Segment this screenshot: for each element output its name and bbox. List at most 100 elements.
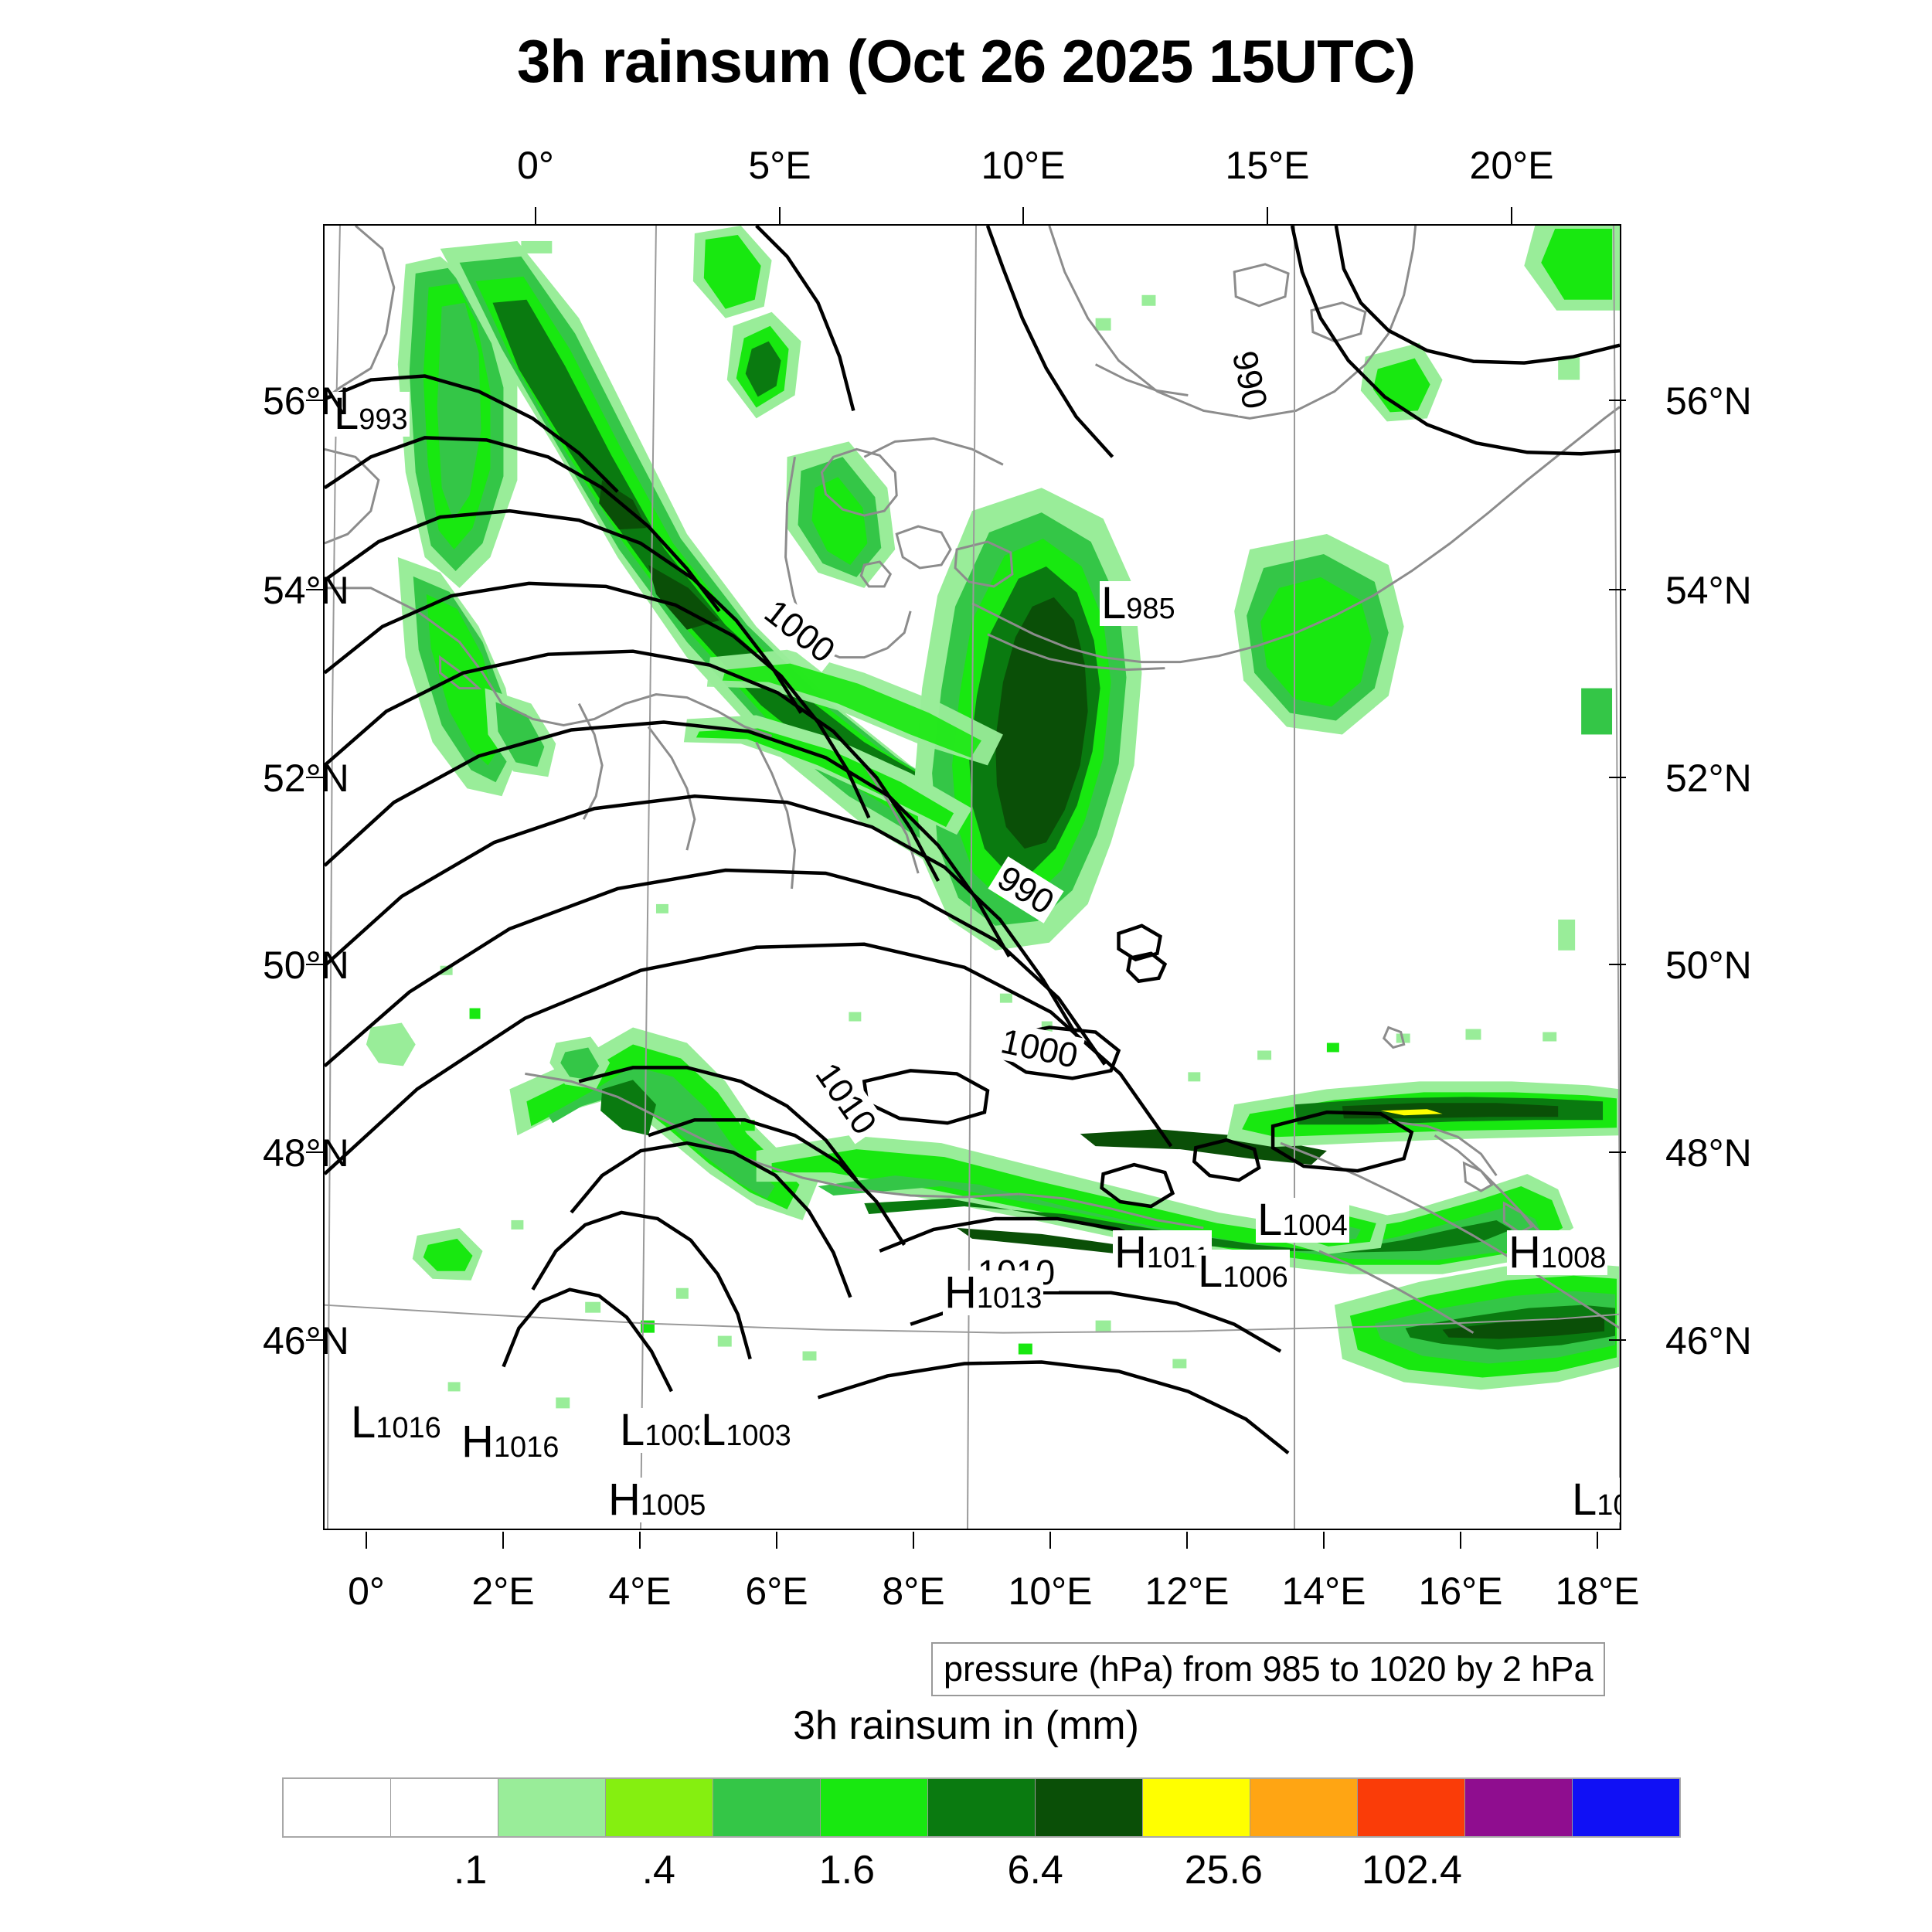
- high-value: 1008: [1540, 1242, 1607, 1274]
- colorbar-label-2: 1.6: [818, 1848, 876, 1893]
- pressure-center-low-1004: L1004: [1256, 1198, 1349, 1243]
- top-tick-1: [779, 207, 781, 224]
- top-tick-0: [535, 207, 536, 224]
- low-marker: L: [1572, 1475, 1597, 1525]
- top-axis-label-1: 5°E: [748, 144, 811, 187]
- colorbar-label-1: .4: [641, 1848, 675, 1893]
- top-axis-label-3: 15°E: [1225, 144, 1310, 187]
- low-marker: L: [1101, 578, 1127, 628]
- colorbar-cell-12[interactable]: [1573, 1779, 1679, 1836]
- colorbar[interactable]: [282, 1777, 1681, 1838]
- pressure-center-low-985: L985: [1100, 581, 1177, 626]
- isobar-layer: [325, 226, 1620, 1454]
- bottom-tick-0: [366, 1532, 367, 1549]
- left-tick-5: [306, 1339, 323, 1341]
- right-tick-4: [1609, 1151, 1626, 1153]
- high-marker: H: [461, 1417, 494, 1467]
- colorbar-cell-10[interactable]: [1358, 1779, 1465, 1836]
- top-tick-2: [1022, 207, 1024, 224]
- high-value: 1013: [976, 1282, 1043, 1315]
- bottom-tick-1: [502, 1532, 504, 1549]
- low-marker: L: [1198, 1247, 1223, 1297]
- map-plot-area[interactable]: 1000 990 990 1000 1010 1010 L993 L985 L1…: [323, 224, 1621, 1530]
- pressure-legend-box: pressure (hPa) from 985 to 1020 by 2 hPa: [931, 1642, 1606, 1696]
- top-axis-label-0: 0°: [517, 144, 554, 187]
- right-axis-label-5: 46°N: [1665, 1319, 1752, 1362]
- bottom-axis-label-5: 10°E: [1008, 1570, 1093, 1613]
- colorbar-title: 3h rainsum in (mm): [793, 1703, 1139, 1748]
- colorbar-cell-5[interactable]: [821, 1779, 928, 1836]
- bottom-axis-label-8: 16°E: [1418, 1570, 1503, 1613]
- bottom-tick-7: [1323, 1532, 1325, 1549]
- right-axis-label-2: 52°N: [1665, 757, 1752, 800]
- bottom-axis-label-1: 2°E: [471, 1570, 535, 1613]
- colorbar-cell-6[interactable]: [928, 1779, 1036, 1836]
- bottom-axis-label-2: 4°E: [608, 1570, 672, 1613]
- right-axis-label-1: 54°N: [1665, 569, 1752, 612]
- high-marker: H: [608, 1475, 641, 1525]
- bottom-axis-label-0: 0°: [348, 1570, 385, 1613]
- colorbar-label-0: .1: [453, 1848, 488, 1893]
- right-axis-label-3: 50°N: [1665, 944, 1752, 987]
- high-marker: H: [1509, 1227, 1541, 1277]
- low-marker: L: [351, 1397, 376, 1447]
- page-title: 3h rainsum (Oct 26 2025 15UTC): [516, 27, 1416, 95]
- pressure-center-high-1008: H1008: [1507, 1227, 1608, 1277]
- pressure-center-high-1016: H1016: [460, 1417, 561, 1467]
- low-value: 100: [1597, 1489, 1620, 1522]
- colorbar-cell-4[interactable]: [713, 1779, 821, 1836]
- colorbar-cell-3[interactable]: [606, 1779, 713, 1836]
- bottom-axis-label-7: 14°E: [1281, 1570, 1366, 1613]
- bottom-axis-label-9: 18°E: [1555, 1570, 1640, 1613]
- pressure-center-low-993: L993: [332, 392, 410, 437]
- colorbar-cell-7[interactable]: [1036, 1779, 1143, 1836]
- bottom-axis-label-3: 6°E: [745, 1570, 808, 1613]
- pressure-center-low-1003-a: L1003: [618, 1408, 712, 1453]
- colorbar-cell-11[interactable]: [1465, 1779, 1573, 1836]
- precipitation-field: [366, 226, 1620, 1424]
- left-tick-2: [306, 777, 323, 778]
- bottom-axis-label-4: 8°E: [882, 1570, 945, 1613]
- low-marker: L: [701, 1405, 726, 1455]
- high-value: 1005: [640, 1489, 706, 1522]
- colorbar-cell-9[interactable]: [1250, 1779, 1358, 1836]
- low-value: 985: [1126, 593, 1175, 625]
- pressure-center-high-1013: H1013: [943, 1270, 1044, 1315]
- left-tick-0: [306, 400, 323, 401]
- right-tick-2: [1609, 777, 1626, 778]
- low-value: 1016: [376, 1412, 441, 1444]
- top-axis-label-2: 10°E: [981, 144, 1066, 187]
- colorbar-label-3: 6.4: [1007, 1848, 1063, 1893]
- top-tick-4: [1511, 207, 1512, 224]
- left-tick-4: [306, 1151, 323, 1153]
- colorbar-label-5: 102.4: [1361, 1848, 1462, 1893]
- low-value: 1004: [1282, 1209, 1348, 1242]
- bottom-tick-8: [1460, 1532, 1461, 1549]
- low-marker: L: [334, 389, 359, 439]
- colorbar-label-4: 25.6: [1184, 1848, 1263, 1893]
- colorbar-cell-1[interactable]: [391, 1779, 498, 1836]
- right-axis-label-4: 48°N: [1665, 1131, 1752, 1175]
- high-value: 1016: [493, 1431, 560, 1464]
- colorbar-cell-8[interactable]: [1143, 1779, 1250, 1836]
- pressure-center-low-1016: L1016: [349, 1400, 443, 1445]
- colorbar-cell-2[interactable]: [498, 1779, 606, 1836]
- right-tick-3: [1609, 964, 1626, 965]
- coastlines-layer: [325, 226, 1620, 1334]
- left-tick-3: [306, 964, 323, 965]
- right-tick-1: [1609, 589, 1626, 590]
- bottom-tick-9: [1597, 1532, 1598, 1549]
- top-tick-3: [1267, 207, 1268, 224]
- high-marker: H: [1114, 1227, 1147, 1277]
- left-tick-1: [306, 589, 323, 590]
- bottom-tick-4: [913, 1532, 914, 1549]
- colorbar-cell-0[interactable]: [284, 1779, 391, 1836]
- right-axis-label-0: 56°N: [1665, 379, 1752, 423]
- bottom-tick-3: [776, 1532, 777, 1549]
- bottom-tick-6: [1186, 1532, 1188, 1549]
- pressure-center-low-corner: L100: [1570, 1475, 1620, 1525]
- pressure-center-low-1006: L1006: [1196, 1250, 1290, 1294]
- low-value: 1006: [1223, 1261, 1288, 1294]
- bottom-tick-2: [639, 1532, 641, 1549]
